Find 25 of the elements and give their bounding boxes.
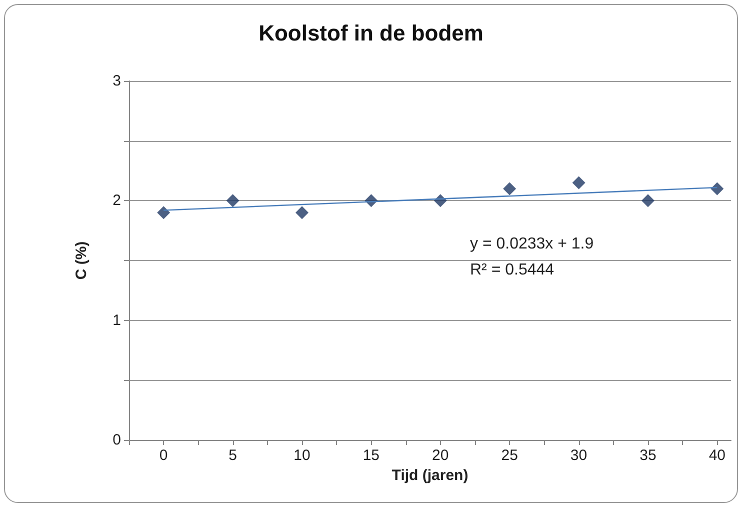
annotation: y = 0.0233x + 1.9 <box>470 236 594 252</box>
y-tick-label: 1 <box>112 312 121 329</box>
point <box>295 206 308 220</box>
y-tick-label: 2 <box>112 192 121 210</box>
x-tick-label: 25 <box>501 447 518 464</box>
y-tick-label: 3 <box>112 72 121 90</box>
x-tick-label: 15 <box>362 447 380 464</box>
x-tick-label: 0 <box>159 447 168 464</box>
x-axis-title: Tijd (jaren) <box>392 467 468 484</box>
x-tick-label: 40 <box>708 447 726 464</box>
point <box>503 182 516 196</box>
point <box>710 182 724 196</box>
point <box>226 194 240 208</box>
x-tick-label: 5 <box>228 447 237 464</box>
annotation: R² = 0.5444 <box>470 262 554 278</box>
point <box>641 194 654 208</box>
point <box>572 176 586 190</box>
point <box>157 206 170 220</box>
x-tick-label: 20 <box>432 447 449 464</box>
x-tick-label: 30 <box>570 447 588 464</box>
x-tick-label: 10 <box>294 447 310 464</box>
y-axis-title: C (%) <box>73 241 90 280</box>
x-tick-label: 35 <box>640 447 656 464</box>
chart-title: Koolstof in de bodem <box>258 20 484 46</box>
y-tick-label: 0 <box>112 432 121 448</box>
